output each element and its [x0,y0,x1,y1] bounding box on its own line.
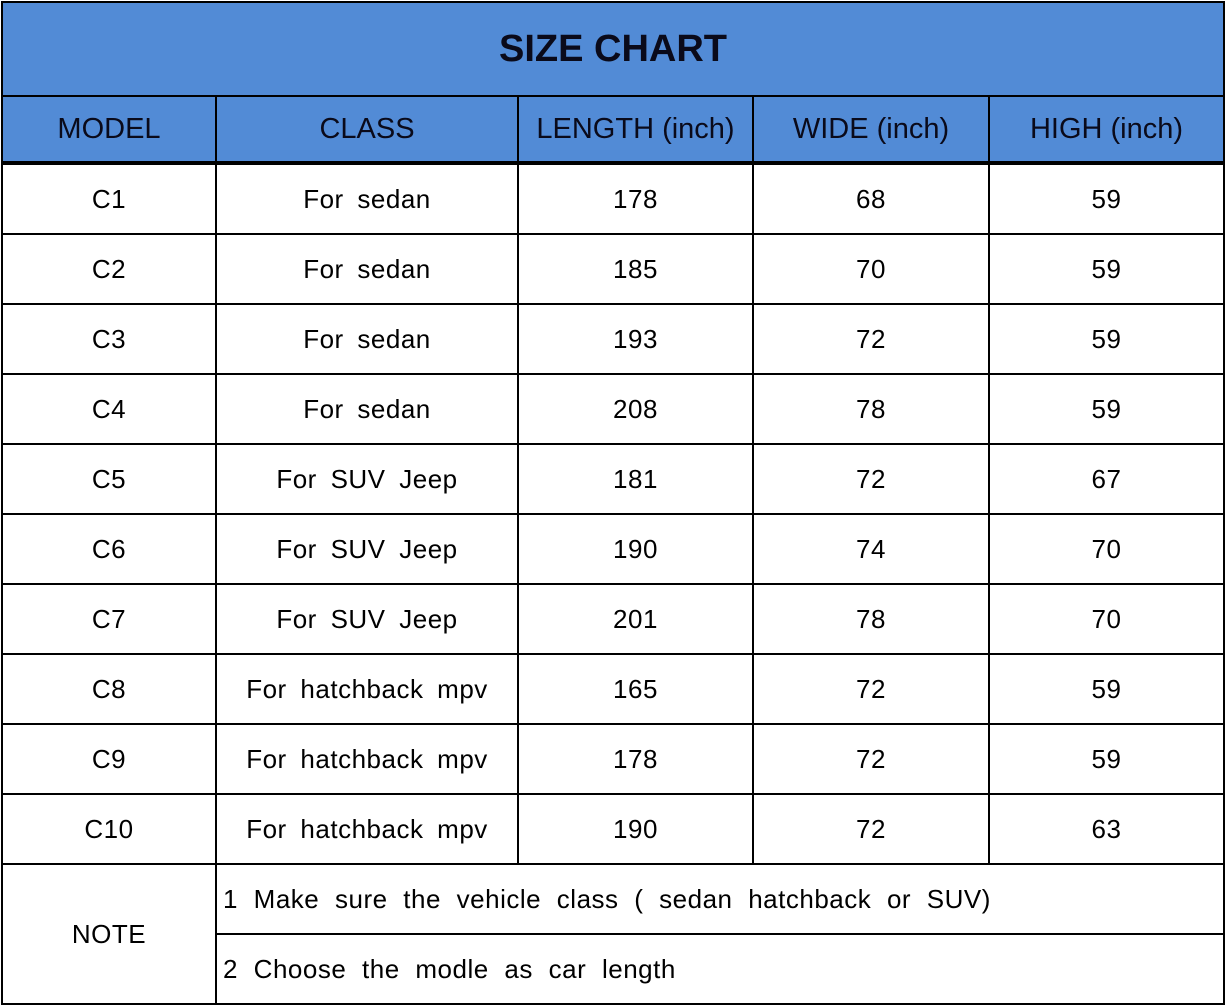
table-row: C3 For sedan 193 72 59 [1,303,1225,375]
table-cell: For hatchback mpv [215,723,519,795]
table-cell: For sedan [215,303,519,375]
table-cell: 190 [517,513,754,585]
column-header: MODEL [1,95,217,165]
table-cell: 67 [988,443,1225,515]
table-cell: 190 [517,793,754,865]
table-cell: 201 [517,583,754,655]
table-cell: C4 [1,373,217,445]
table-cell: 72 [752,723,990,795]
column-header: HIGH (inch) [988,95,1225,165]
column-header: LENGTH (inch) [517,95,754,165]
note-item: 1 Make sure the vehicle class ( sedan ha… [215,863,1225,935]
table-cell: C10 [1,793,217,865]
table-cell: 74 [752,513,990,585]
table-row: C10 For hatchback mpv 190 72 63 [1,793,1225,865]
table-title: SIZE CHART [1,1,1225,97]
table-cell: 63 [988,793,1225,865]
note-row: 2 Choose the modle as car length [2,933,1225,1005]
table-cell: C1 [1,162,217,235]
table-row: C7 For SUV Jeep 201 78 70 [1,583,1225,655]
table-cell: C9 [1,723,217,795]
note-label: NOTE [1,863,217,1005]
table-cell: 165 [517,653,754,725]
table-cell: 70 [752,233,990,305]
note-item: 2 Choose the modle as car length [215,933,1225,1005]
table-cell: C3 [1,303,217,375]
note-row: NOTE 1 Make sure the vehicle class ( sed… [1,863,1225,1005]
table-cell: 208 [517,373,754,445]
table-cell: 178 [517,723,754,795]
table-cell: For hatchback mpv [215,653,519,725]
table-cell: 72 [752,653,990,725]
table-cell: For sedan [215,162,519,235]
table-row: C1 For sedan 178 68 59 [1,162,1225,235]
table-row: C4 For sedan 208 78 59 [1,373,1225,445]
table-cell: For SUV Jeep [215,443,519,515]
table-cell: For SUV Jeep [215,583,519,655]
table-row: C8 For hatchback mpv 165 72 59 [1,653,1225,725]
table-cell: 181 [517,443,754,515]
table-row: C2 For sedan 185 70 59 [1,233,1225,305]
table-cell: C6 [1,513,217,585]
table-cell: C5 [1,443,217,515]
column-header: CLASS [215,95,519,165]
table-cell: For sedan [215,373,519,445]
table-cell: 178 [517,162,754,235]
table-cell: 72 [752,793,990,865]
table-row: C9 For hatchback mpv 178 72 59 [1,723,1225,795]
table-cell: 59 [988,723,1225,795]
table-cell: 59 [988,373,1225,445]
table-cell: For SUV Jeep [215,513,519,585]
table-cell: 59 [988,653,1225,725]
table-cell: 59 [988,303,1225,375]
table-cell: 78 [752,583,990,655]
table-cell: 72 [752,303,990,375]
table-row: C5 For SUV Jeep 181 72 67 [1,443,1225,515]
table-cell: 68 [752,162,990,235]
column-header: WIDE (inch) [752,95,990,165]
table-cell: 59 [988,162,1225,235]
table-row: C6 For SUV Jeep 190 74 70 [1,513,1225,585]
table-cell: 70 [988,513,1225,585]
table-cell: 70 [988,583,1225,655]
header-row: MODEL CLASS LENGTH (inch) WIDE (inch) HIGH (… [1,95,1225,165]
table-cell: 193 [517,303,754,375]
table-cell: 78 [752,373,990,445]
table-cell: For hatchback mpv [215,793,519,865]
table-cell: C2 [1,233,217,305]
table-cell: C8 [1,653,217,725]
table-cell: For sedan [215,233,519,305]
table-cell: 59 [988,233,1225,305]
table-cell: C7 [1,583,217,655]
table-cell: 185 [517,233,754,305]
table-cell: 72 [752,443,990,515]
